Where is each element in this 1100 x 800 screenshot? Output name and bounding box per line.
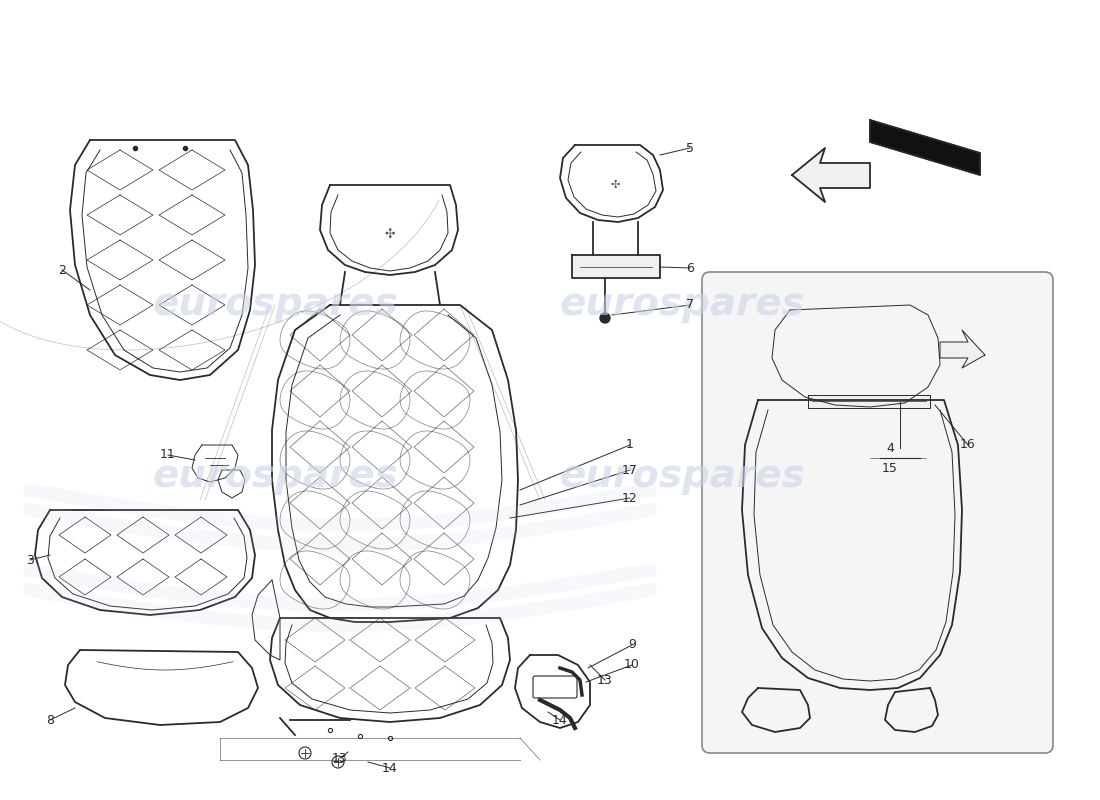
Text: 14: 14 [382,762,398,774]
Text: ✣: ✣ [385,229,395,242]
Text: eurospares: eurospares [559,285,805,323]
Text: 4: 4 [887,442,894,454]
FancyBboxPatch shape [702,272,1053,753]
Text: 5: 5 [686,142,694,154]
Text: 13: 13 [332,751,348,765]
Text: 14: 14 [552,714,568,726]
Text: 16: 16 [960,438,976,451]
Text: 13: 13 [597,674,613,686]
Text: eurospares: eurospares [152,285,398,323]
Text: eurospares: eurospares [559,457,805,495]
Text: 6: 6 [686,262,694,274]
Polygon shape [940,330,984,368]
Text: 9: 9 [628,638,636,651]
Text: ✣: ✣ [610,180,619,190]
Text: 1: 1 [626,438,634,451]
Polygon shape [792,148,870,202]
Text: 8: 8 [46,714,54,726]
Text: 3: 3 [26,554,34,566]
Text: 12: 12 [623,491,638,505]
Text: 10: 10 [624,658,640,671]
FancyBboxPatch shape [534,676,578,698]
Polygon shape [572,255,660,278]
Text: 17: 17 [623,463,638,477]
Polygon shape [808,395,930,408]
Polygon shape [870,120,980,175]
Text: 15: 15 [882,462,898,474]
Text: eurospares: eurospares [152,457,398,495]
Circle shape [600,313,610,323]
Text: 11: 11 [161,449,176,462]
Text: 2: 2 [58,263,66,277]
Text: 7: 7 [686,298,694,311]
